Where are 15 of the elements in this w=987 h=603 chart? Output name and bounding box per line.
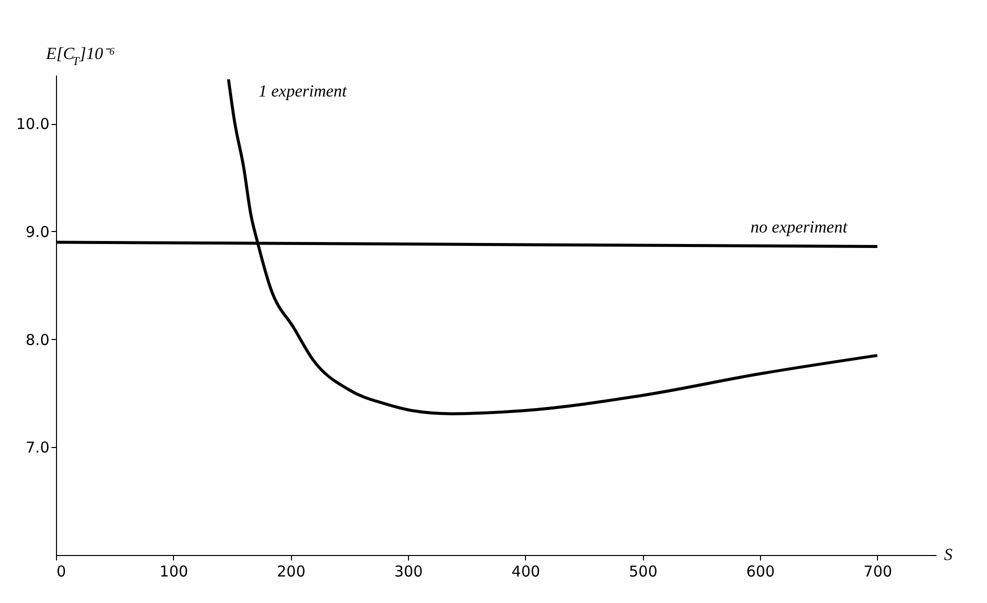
x-tick-label: 400 [512, 562, 540, 580]
x-tick-label: 0 [56, 562, 66, 580]
x-tick-label: 600 [746, 562, 775, 580]
x-axis-title: S [944, 545, 953, 564]
series-label: 1 experiment [258, 81, 348, 100]
y-tick-label: 7.0 [26, 438, 50, 457]
x-tick-label: 100 [160, 562, 188, 580]
x-tick-label: 700 [864, 562, 892, 580]
y-tick-label: 8.0 [26, 330, 50, 349]
y-tick-label: 10.0 [16, 115, 50, 134]
series-label: no experiment [750, 218, 849, 237]
y-tick-label: 9.0 [26, 222, 50, 241]
x-tick-label: 200 [276, 562, 306, 580]
x-tick-label: 300 [394, 562, 423, 580]
x-tick-label: 500 [628, 562, 658, 580]
